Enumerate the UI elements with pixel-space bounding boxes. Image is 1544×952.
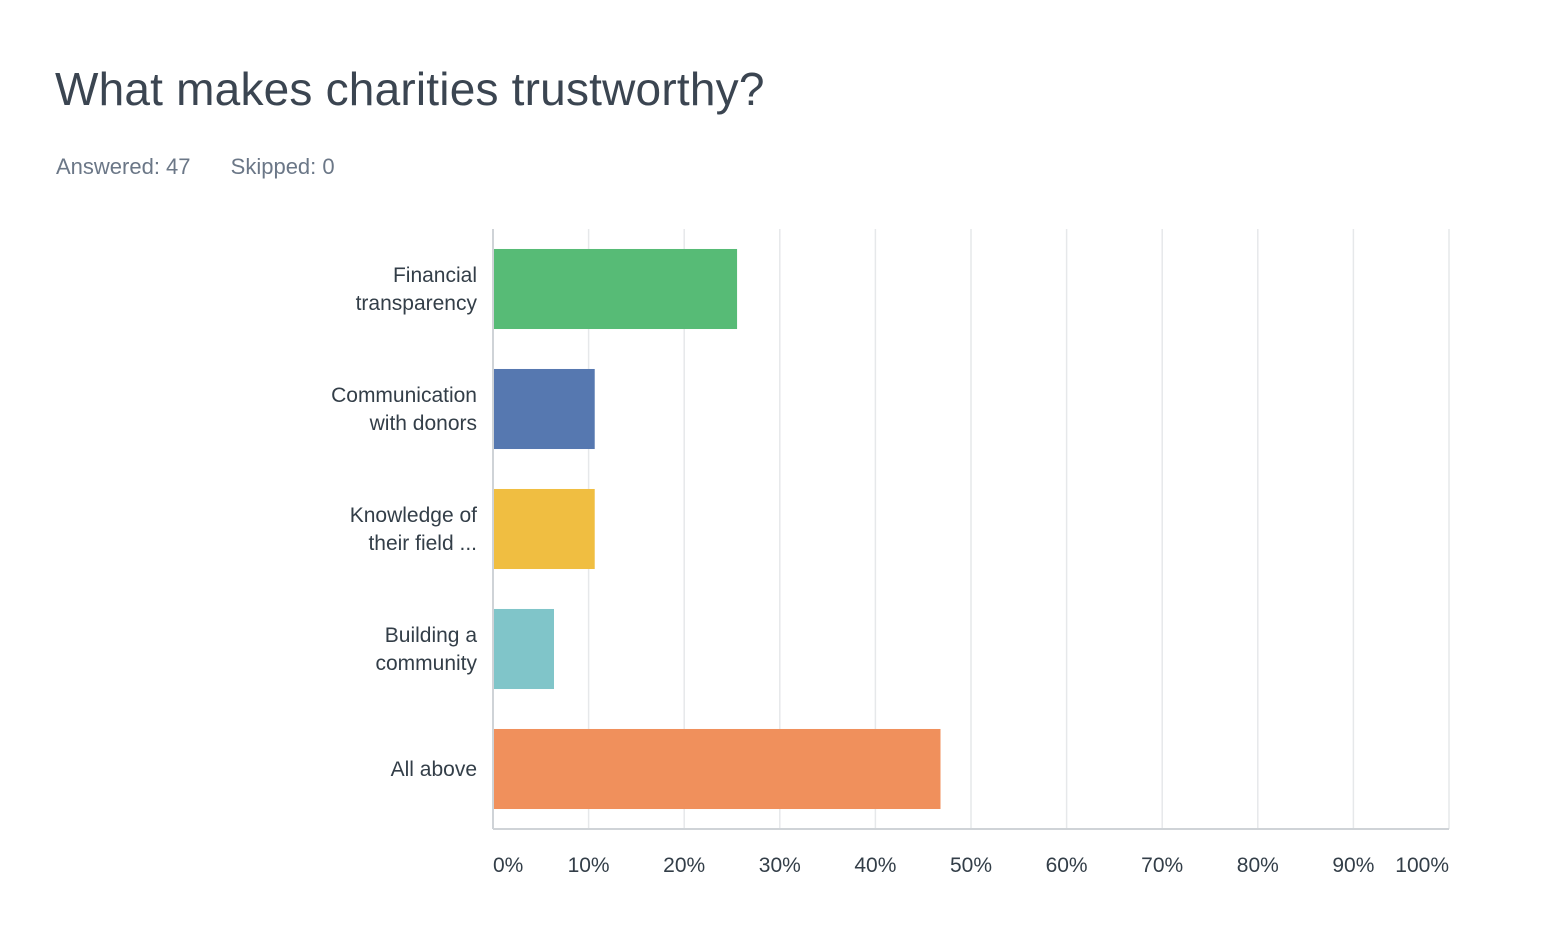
category-label: Financial transparency <box>356 264 478 315</box>
tick-labels: 0% 10% 20% 30% 40% 50% 60% 70% 80% 90% 100% <box>493 854 1449 877</box>
category-label: Communication with donors <box>331 384 477 435</box>
category-label-line: Knowledge of <box>350 504 477 527</box>
category-label-line: their field ... <box>368 532 477 555</box>
bar <box>493 488 595 570</box>
chart-title: What makes charities trustworthy? <box>55 63 765 115</box>
bar <box>493 368 595 450</box>
bar <box>493 608 554 690</box>
category-label-line: community <box>375 652 477 675</box>
category-label: Building a community <box>375 624 477 675</box>
x-tick-label: 70% <box>1141 854 1183 877</box>
x-tick-label: 30% <box>759 854 801 877</box>
x-tick-label: 60% <box>1046 854 1088 877</box>
x-tick-label: 10% <box>568 854 610 877</box>
bar <box>493 248 738 330</box>
answered-count: Answered: 47 <box>56 154 191 179</box>
bars <box>493 248 941 810</box>
x-tick-label: 80% <box>1237 854 1279 877</box>
axes <box>492 229 1449 830</box>
category-labels: Financial transparency Communication with d… <box>331 264 477 781</box>
x-tick-label: 20% <box>663 854 705 877</box>
category-label-line: Communication <box>331 384 477 407</box>
bar <box>493 728 941 810</box>
response-stats: Answered: 47 Skipped: 0 <box>56 154 369 180</box>
category-label-line: All above <box>391 758 477 781</box>
category-label-line: transparency <box>356 292 478 315</box>
x-tick-label: 40% <box>854 854 896 877</box>
category-label: Knowledge of their field ... <box>350 504 477 555</box>
category-label-line: with donors <box>369 412 477 435</box>
x-tick-label: 100% <box>1395 854 1449 877</box>
category-label-line: Building a <box>385 624 478 647</box>
skipped-count: Skipped: 0 <box>230 154 335 179</box>
x-tick-label: 50% <box>950 854 992 877</box>
x-tick-label: 0% <box>493 854 523 877</box>
x-tick-label: 90% <box>1332 854 1374 877</box>
category-label: All above <box>391 758 477 781</box>
category-label-line: Financial <box>393 264 477 287</box>
